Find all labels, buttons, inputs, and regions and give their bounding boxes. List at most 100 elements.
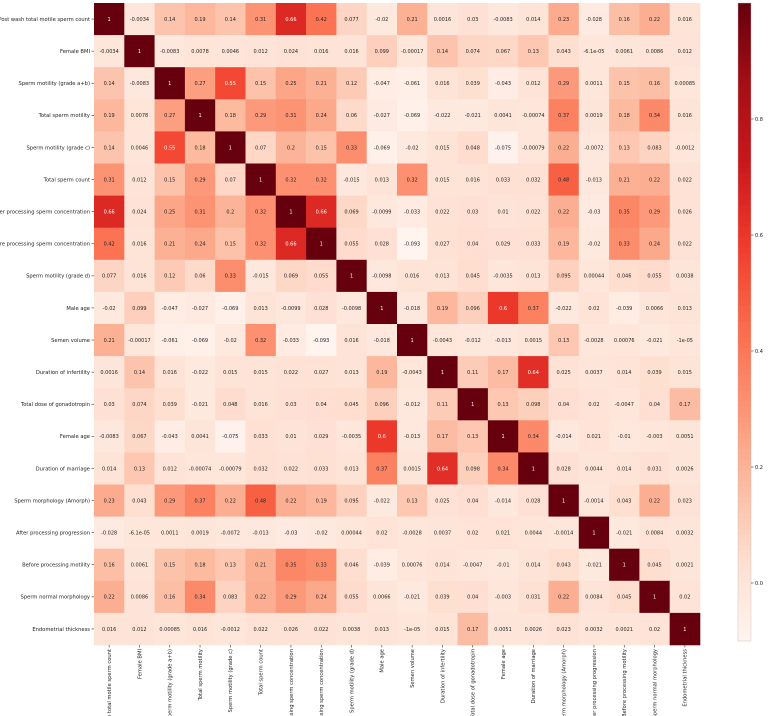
- cell-value-label: 0.13: [225, 563, 236, 569]
- colorbar-segment: [738, 561, 751, 568]
- cell-value-label: 0.016: [435, 81, 449, 87]
- colorbar-segment: [738, 268, 751, 275]
- cell-value-label: 0.067: [496, 49, 510, 55]
- cell-value-label: 0.024: [284, 49, 298, 55]
- cell-value-label: 0.6: [499, 306, 507, 312]
- cell-value-label: 0.069: [284, 274, 298, 280]
- heatmap-cell: [397, 3, 428, 36]
- heatmap-cell: [397, 484, 428, 517]
- cell-value-label: -0.013: [495, 338, 511, 344]
- heatmap-cell: [184, 356, 216, 389]
- heatmap-cell: [457, 291, 489, 325]
- row-tick-label: Before processing sperm concentration: [0, 242, 90, 248]
- cell-value-label: -0.00074: [522, 113, 544, 119]
- heatmap-cell: [397, 259, 428, 293]
- heatmap-cell: [94, 227, 125, 261]
- cell-value-label: 0.0026: [676, 466, 694, 472]
- cell-value-label: 0.0044: [585, 466, 603, 472]
- cell-value-label: 0.22: [255, 595, 266, 601]
- heatmap-cell: [154, 259, 186, 293]
- cell-value-label: 0.17: [467, 627, 478, 633]
- cell-value-label: 0.0021: [676, 563, 694, 569]
- cell-value-label: 0.0041: [494, 113, 512, 119]
- cell-value-label: 0.012: [132, 627, 146, 633]
- cell-value-label: 0.03: [467, 17, 478, 23]
- cell-value-label: 0.15: [164, 563, 175, 569]
- colorbar-segment: [738, 183, 751, 190]
- heatmap-cell: [184, 324, 216, 357]
- heatmap-cell: [336, 35, 367, 68]
- cell-value-label: 0.0037: [434, 530, 452, 536]
- colorbar-segment: [738, 476, 751, 483]
- heatmap-cell: [366, 163, 398, 196]
- cell-value-label: 0.29: [649, 209, 660, 215]
- heatmap-cell: [124, 580, 155, 614]
- heatmap-cell: [397, 195, 428, 228]
- heatmap-cell: [215, 388, 246, 421]
- cell-value-label: -0.02: [224, 338, 237, 344]
- heatmap-cell: [669, 580, 701, 614]
- heatmap-cell: [336, 163, 367, 196]
- cell-value-label: 0.0078: [131, 113, 149, 119]
- cell-value-label: 0.014: [102, 466, 116, 472]
- cell-value-label: 0.24: [649, 242, 660, 248]
- cell-value-label: 0.055: [647, 274, 661, 280]
- heatmap-cell: [94, 3, 125, 36]
- heatmap-cell: [548, 356, 580, 389]
- heatmap-cell: [94, 324, 125, 357]
- cell-value-label: 0.096: [375, 402, 389, 408]
- cell-value-label: -0.02: [375, 17, 388, 23]
- cell-value-label: 0.0038: [343, 627, 361, 633]
- heatmap-cell: [518, 580, 549, 614]
- heatmap-cell: [609, 324, 640, 357]
- cell-value-label: 0.12: [346, 81, 357, 87]
- heatmap-cell: [548, 612, 580, 646]
- cell-value-label: 0.02: [679, 595, 690, 601]
- cell-value-label: 0.33: [316, 563, 327, 569]
- heatmap-cell: [336, 484, 367, 517]
- cell-value-label: -0.00079: [219, 466, 241, 472]
- heatmap-cell: [306, 324, 337, 357]
- heatmap-cell: [306, 516, 337, 549]
- heatmap-cell: [609, 163, 640, 196]
- heatmap-cell: [427, 388, 458, 421]
- cell-value-label: 0.2: [287, 145, 295, 151]
- colorbar-segment: [738, 380, 751, 387]
- heatmap-cell: [457, 163, 489, 196]
- cell-value-label: 0.016: [102, 627, 116, 633]
- colorbar-tick-label: 0.0: [755, 581, 763, 587]
- cell-value-label: -0.00017: [401, 49, 423, 55]
- heatmap-cell: [518, 227, 549, 261]
- heatmap-cell: [306, 388, 337, 421]
- cell-value-label: 0.033: [253, 434, 267, 440]
- heatmap-cell: [457, 420, 489, 453]
- cell-value-label: 0.32: [407, 177, 418, 183]
- cell-value-label: 0.02: [376, 530, 387, 536]
- heatmap-cell: [336, 356, 367, 389]
- heatmap-cell: [336, 324, 367, 357]
- cell-value-label: 0.083: [647, 145, 661, 151]
- cell-value-label: 0.19: [376, 370, 387, 376]
- cell-value-label: 0.21: [619, 177, 630, 183]
- cell-value-label: 0.16: [619, 17, 630, 23]
- cell-value-label: -0.0034: [99, 49, 118, 55]
- cell-value-label: 0.32: [316, 177, 327, 183]
- colorbar-segment: [738, 625, 751, 631]
- heatmap-cell: [669, 227, 701, 261]
- heatmap-cell: [427, 356, 458, 389]
- heatmap-cell: [457, 484, 489, 517]
- heatmap-cell: [578, 195, 610, 228]
- cell-value-label: 0.033: [526, 242, 540, 248]
- cell-value-label: 0.012: [678, 49, 692, 55]
- cell-value-label: 0.27: [194, 81, 205, 87]
- heatmap-cell: [457, 356, 489, 389]
- cell-value-label: 0.13: [467, 434, 478, 440]
- heatmap-cell: [306, 452, 337, 485]
- heatmap-cell: [336, 420, 367, 453]
- cell-value-label: 0.0078: [191, 49, 209, 55]
- cell-value-label: -0.028: [101, 530, 117, 536]
- heatmap-cell: [366, 99, 398, 132]
- colorbar-segment: [738, 417, 751, 424]
- cell-value-label: 0.18: [194, 563, 205, 569]
- cell-value-label: 0.045: [617, 595, 631, 601]
